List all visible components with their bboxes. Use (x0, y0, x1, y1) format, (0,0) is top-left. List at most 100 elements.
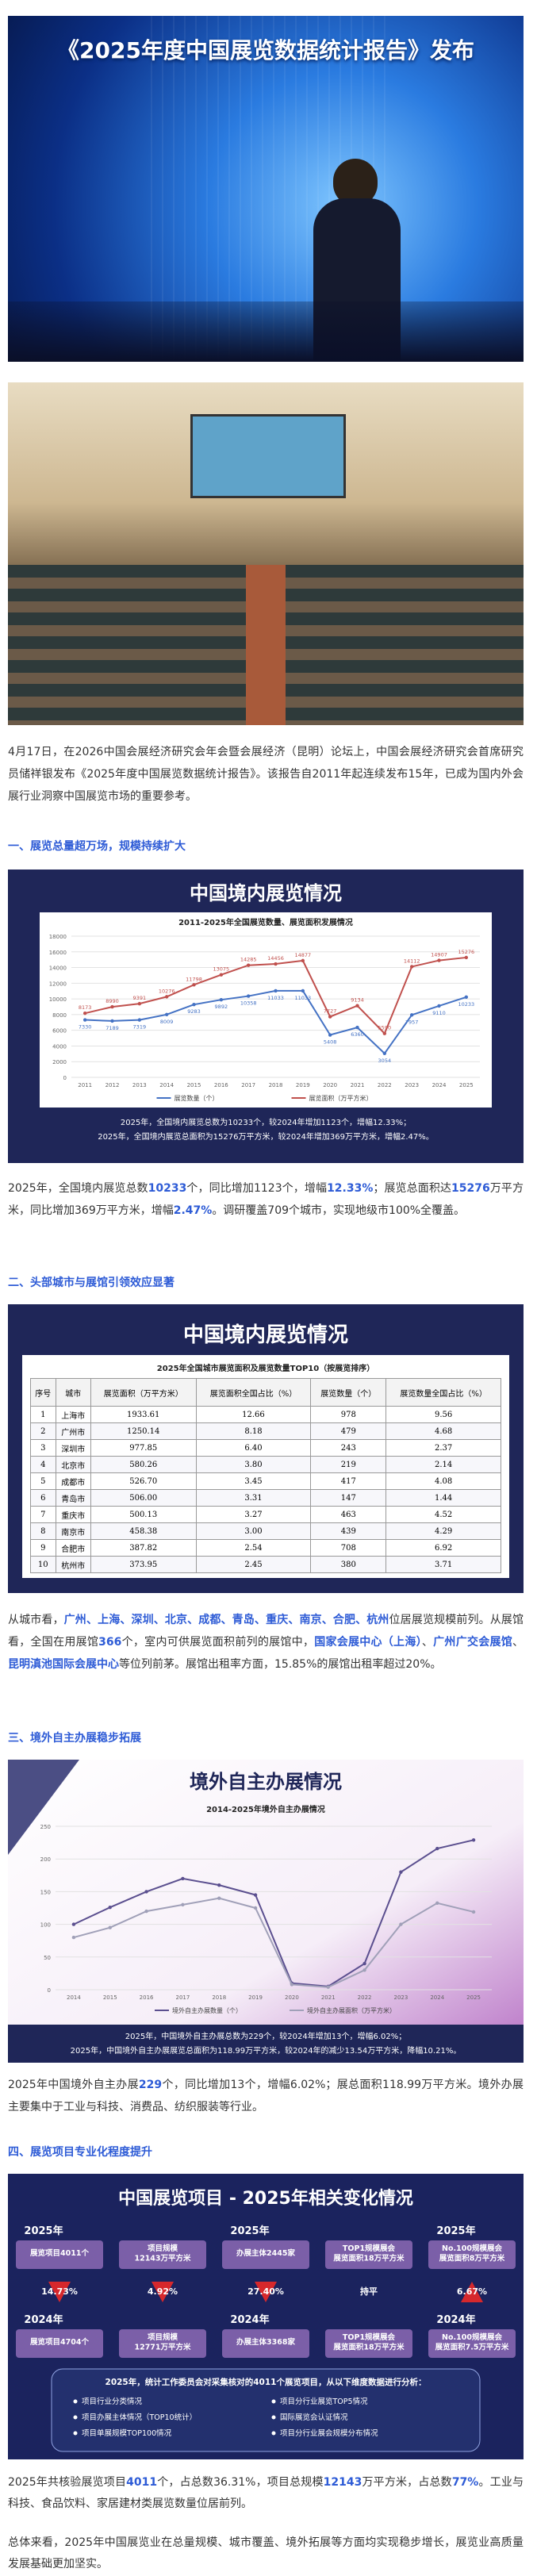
point (382, 1031, 387, 1035)
table-cell: 杭州市 (55, 1556, 91, 1573)
data-label: 14456 (267, 955, 284, 962)
data-label: 14907 (431, 952, 447, 958)
series-line (73, 1839, 474, 1987)
text: 2025年，全国境内展览总数 (8, 1182, 148, 1195)
analysis-item: 项目行业分类情况 (82, 2397, 143, 2406)
column-header: 展览面积（万平方米） (90, 1378, 197, 1407)
highlight-text: 77% (451, 2476, 479, 2489)
x-tick-label: 2022 (358, 1994, 372, 2001)
stat-box (16, 2329, 103, 2358)
x-tick-label: 2021 (351, 1082, 365, 1088)
bullet (271, 2399, 276, 2404)
text: 个，同比增加1123个，增幅 (186, 1182, 328, 1195)
table-cell: 青岛市 (55, 1489, 91, 1507)
stat-box (428, 2329, 516, 2358)
table-cell: 1933.61 (90, 1406, 197, 1423)
table-row: 3 深圳市 977.85 6.40 243 2.37 (30, 1439, 501, 1457)
data-label: 15276 (458, 949, 474, 955)
highlight-text: 12143 (323, 2476, 362, 2489)
highlight-text: 229 (138, 2079, 163, 2091)
table-cell: 6.92 (385, 1539, 501, 1557)
x-tick-label: 2021 (321, 1994, 336, 2001)
point (219, 973, 224, 977)
table-title: 中国境内展览情况 (182, 1323, 348, 1347)
table-cell: 4.29 (385, 1522, 501, 1540)
table-caption: 2025年全国城市展览面积及展览数量TOP10（按展览排序） (156, 1365, 375, 1373)
data-label: 11798 (186, 976, 202, 982)
data-label: 14877 (294, 952, 311, 958)
table-row: 5 成都市 526.70 3.45 417 4.08 (30, 1472, 501, 1490)
point (328, 1015, 332, 1019)
point (464, 955, 469, 960)
paragraph: 2025年共核验展览项目4011个，占总数36.31%，项目总规模12143万平… (8, 2472, 524, 2515)
point (108, 1905, 112, 1910)
data-label: 7189 (105, 1025, 119, 1031)
x-tick-label: 2023 (394, 1994, 408, 2001)
point (246, 963, 251, 967)
point (192, 983, 196, 987)
text: 万平方米，占总数 (362, 2476, 452, 2489)
stat-box (16, 2240, 103, 2269)
x-tick-label: 2017 (241, 1082, 255, 1088)
y-tick-label: 18000 (49, 934, 67, 940)
table-row: 10 杭州市 373.95 2.45 380 3.71 (30, 1556, 501, 1573)
chart: 境外自主办展情况 2014-2025年境外自主办展情况 0 50 100 150 200 25… (8, 1760, 524, 2063)
data-label: 6360 (351, 1031, 364, 1038)
text: 4月17日，在2026中国会展经济研究会年会暨会展经济（昆明）论坛上，中国会展经… (8, 746, 524, 803)
stat-box (222, 2329, 309, 2358)
table-cell: 9 (30, 1539, 56, 1557)
table-cell: 3.00 (195, 1522, 312, 1540)
point (110, 1004, 114, 1009)
point (301, 958, 305, 963)
table-cell: 458.38 (90, 1522, 197, 1540)
x-tick-label: 2020 (285, 1994, 299, 2001)
data-label: 9134 (351, 997, 364, 1004)
legend-label: 境外自主办展数量（个） (172, 2006, 242, 2014)
y-tick-label: 6000 (52, 1028, 67, 1035)
point (110, 1019, 114, 1023)
data-label: 9110 (432, 1010, 446, 1016)
y-tick-label: 0 (63, 1075, 67, 1081)
text: 总体来看，2025年中国展览业在总量规模、城市覆盖、境外拓展等方面均实现稳步增长… (8, 2536, 524, 2570)
table-cell: 8.18 (195, 1422, 312, 1440)
table-row: 1 上海市 1933.61 12.66 978 9.56 (30, 1406, 501, 1423)
data-label: 5408 (324, 1039, 337, 1046)
table-cell: 3.45 (195, 1472, 312, 1490)
bullet (73, 2415, 78, 2420)
highlight-text: 广州广交会展馆 (433, 1636, 513, 1649)
point (71, 1922, 76, 1926)
point (471, 1910, 476, 1914)
x-tick-label: 2011 (78, 1082, 92, 1088)
point (355, 1025, 359, 1030)
table-cell: 6 (30, 1489, 56, 1507)
legend-label: 境外自主办展面积（万平方米） (307, 2006, 396, 2014)
text: 2025年共核验展览项目 (8, 2476, 127, 2489)
data-label: 8990 (105, 998, 119, 1004)
text: ；展览总面积达 (373, 1182, 452, 1195)
x-tick-label: 2012 (105, 1082, 120, 1088)
point (82, 1011, 87, 1015)
point (382, 1051, 387, 1055)
table-cell: 2 (30, 1422, 56, 1440)
photo-venue (8, 382, 524, 725)
x-tick-label: 2014 (159, 1082, 174, 1088)
point (192, 1003, 196, 1007)
highlight-text: 4011 (126, 2476, 158, 2489)
table-cell: 4 (30, 1456, 56, 1473)
y-tick-label: 12000 (49, 981, 67, 987)
data-label: 14112 (404, 958, 420, 964)
table-cell: 3.71 (385, 1556, 501, 1573)
change-label: 持平 (360, 2286, 378, 2297)
year-label: 2025年 (24, 2225, 63, 2237)
table-cell: 广州市 (55, 1422, 91, 1440)
point (409, 965, 414, 969)
data-label: 5590 (378, 1025, 392, 1031)
stat-text: TOP1规模展会展览面积18万平方米 (333, 2244, 405, 2263)
data-label: 7957 (405, 1019, 419, 1025)
text: 从城市看， (8, 1614, 64, 1626)
highlight-text: 15276 (451, 1182, 490, 1195)
x-tick-label: 2019 (296, 1082, 310, 1088)
table-cell: 10 (30, 1556, 56, 1573)
x-tick-label: 2020 (323, 1082, 337, 1088)
